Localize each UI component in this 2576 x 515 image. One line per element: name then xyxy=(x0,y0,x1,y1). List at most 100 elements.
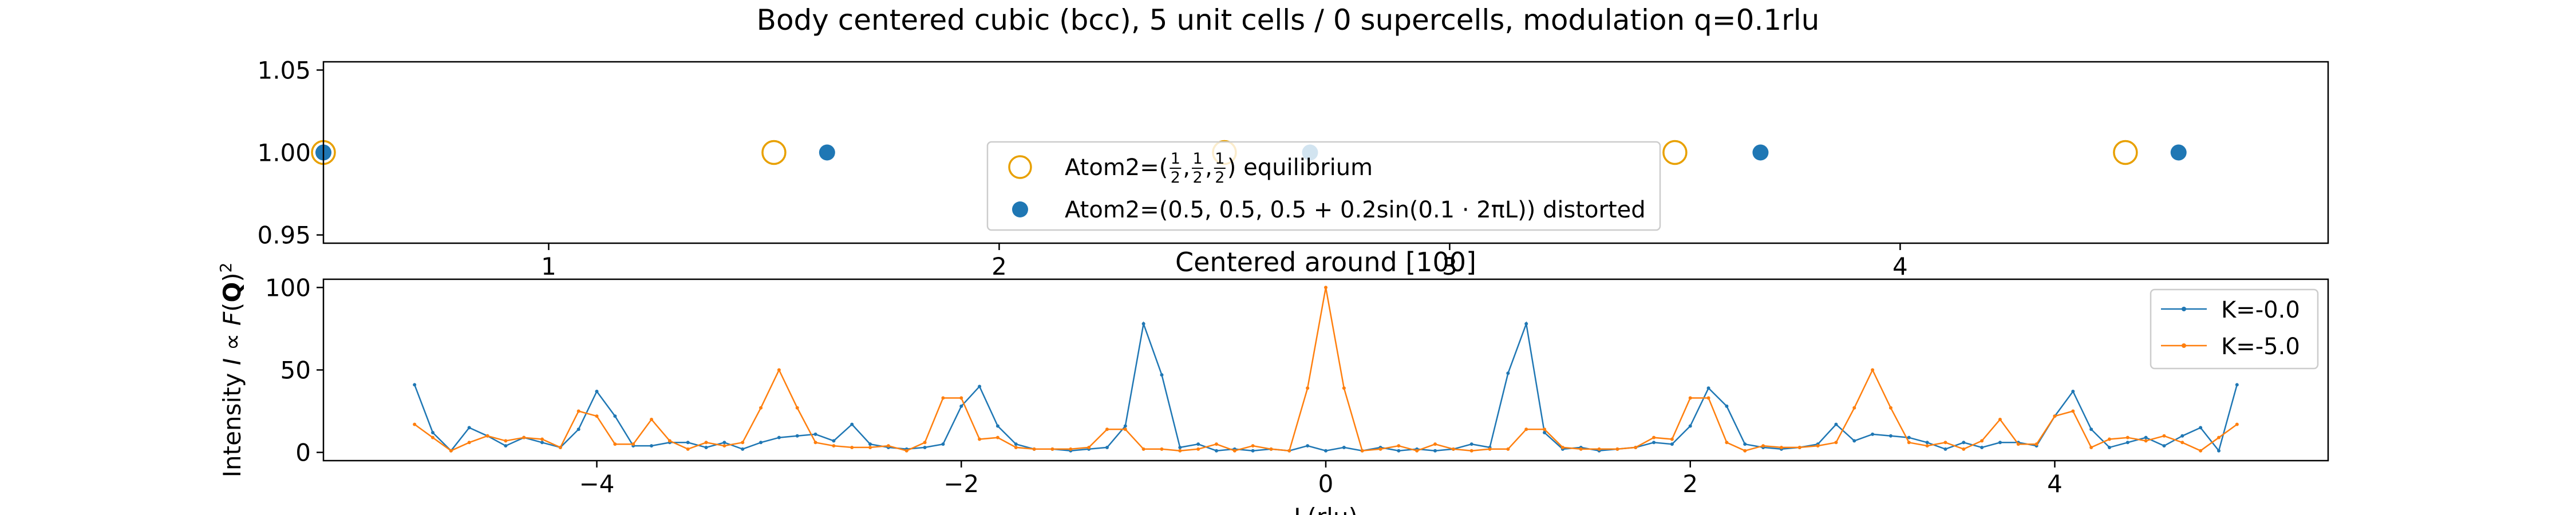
series-point-k5 xyxy=(686,447,690,451)
top-axes-frame xyxy=(322,61,2329,244)
series-point-k5 xyxy=(1469,449,1473,453)
series-point-k5 xyxy=(1050,447,1054,451)
ylabel-paren-close: ) xyxy=(218,272,246,282)
series-point-k5 xyxy=(1342,386,1346,390)
series-point-k0 xyxy=(1725,404,1729,408)
series-point-k0 xyxy=(1214,449,1218,453)
bottom-legend: K=-0.0 K=-5.0 xyxy=(2150,288,2319,370)
series-point-k5 xyxy=(850,445,854,449)
legend-frac-sep: , xyxy=(1205,154,1212,181)
series-point-k5 xyxy=(1306,386,1310,390)
top-ytick-label: 0.95 xyxy=(257,221,311,249)
series-point-k5 xyxy=(1980,439,1984,443)
series-point-k5 xyxy=(1925,444,1929,448)
series-point-k0 xyxy=(2144,435,2148,439)
figure-title: Body centered cubic (bcc), 5 unit cells … xyxy=(757,3,1820,37)
top-xtick-label: 4 xyxy=(1893,252,1908,280)
series-point-k5 xyxy=(1014,445,1018,449)
series-point-k5 xyxy=(485,434,489,438)
series-point-k0 xyxy=(1834,422,1838,426)
bottom-axes-frame xyxy=(322,278,2329,462)
series-point-k0 xyxy=(595,389,599,393)
series-point-k0 xyxy=(2162,444,2166,448)
bottom-ytick-label: 0 xyxy=(295,439,311,467)
series-point-k5 xyxy=(1178,449,1182,453)
series-point-k0 xyxy=(1852,439,1856,443)
legend-frac-den: 2 xyxy=(1192,169,1202,187)
ylabel-Q: Q xyxy=(218,282,246,303)
ylabel-word: Intensity xyxy=(218,365,246,477)
bottom-xlabel: L(rlu) xyxy=(1294,503,1358,515)
series-point-k5 xyxy=(2162,434,2166,438)
series-point-k0 xyxy=(1743,442,1747,446)
bottom-ytick-label: 100 xyxy=(265,274,311,302)
series-point-k5 xyxy=(1871,368,1875,372)
top-ytick-label: 1.05 xyxy=(257,56,311,84)
series-point-k5 xyxy=(1251,444,1255,448)
series-point-k5 xyxy=(1688,396,1692,400)
series-point-k0 xyxy=(1196,442,1200,446)
series-point-k5 xyxy=(886,444,890,448)
series-line-k5 xyxy=(414,287,2238,452)
series-point-k5 xyxy=(1943,441,1947,445)
series-point-k0 xyxy=(1652,441,1656,445)
series-point-k0 xyxy=(1925,441,1929,445)
series-point-k0 xyxy=(759,441,763,445)
series-point-k0 xyxy=(1306,444,1310,448)
series-point-k5 xyxy=(1196,447,1200,451)
series-point-k0 xyxy=(1014,442,1018,446)
legend-frac-den: 2 xyxy=(1171,169,1180,187)
series-point-k0 xyxy=(1123,424,1127,428)
series-line-k0 xyxy=(414,320,2238,453)
series-point-k5 xyxy=(1087,445,1091,449)
series-point-k5 xyxy=(2089,445,2093,449)
series-point-k5 xyxy=(759,406,763,410)
series-point-k5 xyxy=(1141,447,1145,451)
series-point-k0 xyxy=(650,444,654,448)
series-point-k5 xyxy=(1779,445,1783,449)
series-point-k0 xyxy=(741,447,745,451)
series-point-k5 xyxy=(1324,286,1327,290)
series-point-k5 xyxy=(1634,445,1638,449)
series-point-k5 xyxy=(1761,444,1765,448)
series-point-k5 xyxy=(2235,422,2239,426)
series-point-k0 xyxy=(1105,445,1109,449)
series-point-k0 xyxy=(540,441,544,445)
series-point-k5 xyxy=(2071,409,2075,413)
series-point-k5 xyxy=(978,437,982,441)
series-point-k5 xyxy=(2144,439,2148,443)
series-point-k5 xyxy=(995,435,999,439)
legend-dot xyxy=(2182,307,2186,311)
series-point-k5 xyxy=(1797,445,1801,449)
series-point-k5 xyxy=(832,444,836,448)
series-point-k0 xyxy=(1980,445,1984,449)
legend-frac-num: 1 xyxy=(1215,150,1224,168)
series-point-k0 xyxy=(832,439,836,443)
series-point-k0 xyxy=(850,422,854,426)
legend-frac-num: 1 xyxy=(1192,150,1202,168)
series-point-k0 xyxy=(995,424,999,428)
bottom-xtick-label: −2 xyxy=(943,470,979,498)
series-point-k5 xyxy=(813,441,817,445)
series-point-k5 xyxy=(1378,447,1382,451)
series-point-k5 xyxy=(2016,442,2020,446)
series-point-k0 xyxy=(923,445,927,449)
ylabel-F: F xyxy=(218,311,246,326)
bottom-axes-title: Centered around [100] xyxy=(1175,247,1476,278)
series-point-k5 xyxy=(704,441,708,445)
bottom-ytick-label: 50 xyxy=(280,356,311,385)
series-point-k5 xyxy=(1214,442,1218,446)
series-point-k5 xyxy=(1888,406,1893,410)
series-point-k5 xyxy=(595,414,599,418)
series-point-k5 xyxy=(2180,441,2184,445)
legend-dist-label: Atom2=(0.5, 0.5, 0.5 + 0.2sin(0.1 · 2πL)… xyxy=(1065,197,1646,223)
series-point-k5 xyxy=(1706,396,1710,400)
series-point-k0 xyxy=(413,383,417,387)
series-point-k5 xyxy=(1397,444,1401,448)
series-point-k0 xyxy=(1998,441,2002,445)
series-point-k0 xyxy=(1670,442,1674,446)
series-point-k0 xyxy=(1888,434,1893,438)
legend-marker-equilibrium xyxy=(1008,155,1032,179)
